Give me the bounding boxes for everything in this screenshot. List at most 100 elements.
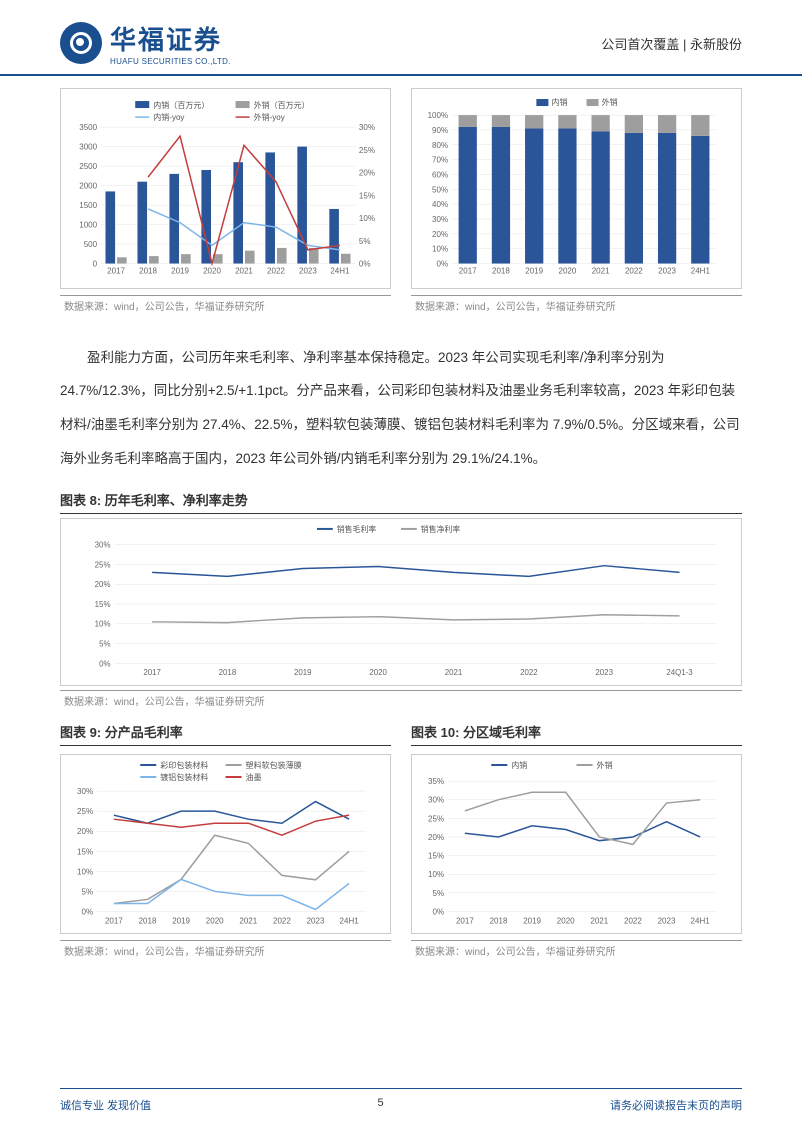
svg-text:2019: 2019 [525,267,543,276]
svg-text:内销: 内销 [511,760,527,770]
svg-text:2021: 2021 [592,267,610,276]
svg-text:外销-yoy: 外销-yoy [254,112,285,122]
svg-text:2019: 2019 [172,916,190,925]
svg-text:2018: 2018 [139,267,157,276]
svg-text:2021: 2021 [590,916,608,925]
svg-text:2500: 2500 [79,162,97,171]
svg-text:30%: 30% [95,540,111,549]
svg-text:2020: 2020 [558,267,576,276]
page-number: 5 [377,1097,383,1113]
svg-text:销售毛利率: 销售毛利率 [337,523,377,533]
chart-10-box: 内销外销 0%5%10%15%20%25%30%35%2017201820192… [411,754,742,935]
svg-text:20%: 20% [95,580,111,589]
svg-text:外销: 外销 [597,760,613,770]
logo-english: HUAFU SECURITIES CO.,LTD. [110,57,231,66]
chart-8: 销售毛利率销售净利率 0%5%10%15%20%25%30%2017201820… [65,523,737,681]
svg-text:24Q1-3: 24Q1-3 [666,668,693,677]
body-paragraph: 盈利能力方面，公司历年来毛利率、净利率基本保持稳定。2023 年公司实现毛利率/… [0,323,802,486]
svg-text:20%: 20% [359,169,375,178]
svg-text:2018: 2018 [139,916,157,925]
svg-text:15%: 15% [359,191,375,200]
chart-8-title: 图表 8: 历年毛利率、净利率走势 [60,490,742,514]
chart-2: 内销外销 0%10%20%30%40%50%60%70%80%90%100%20… [416,93,737,284]
svg-text:2020: 2020 [557,916,575,925]
chart-8-box: 销售毛利率销售净利率 0%5%10%15%20%25%30%2017201820… [60,518,742,686]
chart-2-source: 数据来源：wind，公司公告，华福证券研究所 [411,295,742,313]
chart-9-source: 数据来源：wind，公司公告，华福证券研究所 [60,940,391,958]
svg-text:内销-yoy: 内销-yoy [153,112,184,122]
svg-text:2023: 2023 [299,267,317,276]
svg-text:70%: 70% [432,156,448,165]
svg-text:2017: 2017 [456,916,474,925]
svg-text:2023: 2023 [595,668,613,677]
chart-9: 彩印包装材料塑料软包装薄膜镀铝包装材料油墨 0%5%10%15%20%25%30… [65,759,386,930]
svg-text:2021: 2021 [445,668,463,677]
logo-mark-icon [60,22,102,64]
svg-text:50%: 50% [432,185,448,194]
svg-text:2022: 2022 [273,916,291,925]
svg-text:2021: 2021 [239,916,257,925]
svg-text:2017: 2017 [107,267,125,276]
svg-text:100%: 100% [428,111,449,120]
svg-text:30%: 30% [359,123,375,132]
chart-10-title: 图表 10: 分区域毛利率 [411,722,742,746]
svg-text:2017: 2017 [105,916,123,925]
svg-text:5%: 5% [81,887,93,896]
svg-text:2023: 2023 [658,267,676,276]
svg-text:30%: 30% [432,215,448,224]
footer-right: 请务必阅读报告末页的声明 [610,1097,742,1113]
svg-text:油墨: 油墨 [246,772,262,782]
svg-text:2020: 2020 [369,668,387,677]
logo: 华福证券 HUAFU SECURITIES CO.,LTD. [60,20,231,66]
svg-text:25%: 25% [77,807,93,816]
svg-text:2020: 2020 [203,267,221,276]
svg-text:2018: 2018 [492,267,510,276]
logo-chinese: 华福证券 [110,20,231,57]
svg-text:塑料软包装薄膜: 塑料软包装薄膜 [246,760,302,770]
svg-text:内销: 内销 [551,97,567,107]
svg-text:3000: 3000 [79,143,97,152]
svg-text:15%: 15% [428,851,444,860]
svg-text:3500: 3500 [79,123,97,132]
chart-8-source: 数据来源：wind，公司公告，华福证券研究所 [60,690,742,708]
svg-text:25%: 25% [359,146,375,155]
svg-text:2017: 2017 [143,668,161,677]
svg-text:5%: 5% [359,237,371,246]
svg-text:外销（百万元）: 外销（百万元） [254,100,310,110]
page-footer: 诚信专业 发现价值 5 请务必阅读报告末页的声明 [60,1088,742,1113]
svg-text:500: 500 [84,240,98,249]
svg-text:2000: 2000 [79,182,97,191]
svg-text:25%: 25% [428,814,444,823]
svg-text:2019: 2019 [294,668,312,677]
chart-9-title: 图表 9: 分产品毛利率 [60,722,391,746]
page-header: 华福证券 HUAFU SECURITIES CO.,LTD. 公司首次覆盖 | … [0,0,802,76]
chart-1: 内销（百万元）外销（百万元）内销-yoy外销-yoy 0500100015002… [65,93,386,284]
svg-text:0%: 0% [359,260,371,269]
svg-text:2018: 2018 [490,916,508,925]
svg-text:2023: 2023 [307,916,325,925]
svg-text:2022: 2022 [267,267,285,276]
svg-text:10%: 10% [428,870,444,879]
svg-text:60%: 60% [432,170,448,179]
svg-text:1500: 1500 [79,201,97,210]
svg-text:10%: 10% [95,619,111,628]
svg-text:内销（百万元）: 内销（百万元） [153,100,209,110]
svg-text:镀铝包装材料: 镀铝包装材料 [160,772,208,782]
svg-text:20%: 20% [432,230,448,239]
svg-text:30%: 30% [77,787,93,796]
svg-text:1000: 1000 [79,221,97,230]
svg-text:24H1: 24H1 [330,267,350,276]
svg-text:90%: 90% [432,126,448,135]
svg-text:2019: 2019 [523,916,541,925]
svg-text:2022: 2022 [624,916,642,925]
svg-text:24H1: 24H1 [340,916,360,925]
svg-text:销售净利率: 销售净利率 [421,523,461,533]
svg-text:25%: 25% [95,560,111,569]
doc-subtitle: 公司首次覆盖 | 永新股份 [601,34,742,53]
svg-text:35%: 35% [428,777,444,786]
chart-10: 内销外销 0%5%10%15%20%25%30%35%2017201820192… [416,759,737,930]
svg-text:80%: 80% [432,141,448,150]
svg-text:30%: 30% [428,795,444,804]
svg-text:0%: 0% [81,907,93,916]
footer-left: 诚信专业 发现价值 [60,1097,151,1113]
